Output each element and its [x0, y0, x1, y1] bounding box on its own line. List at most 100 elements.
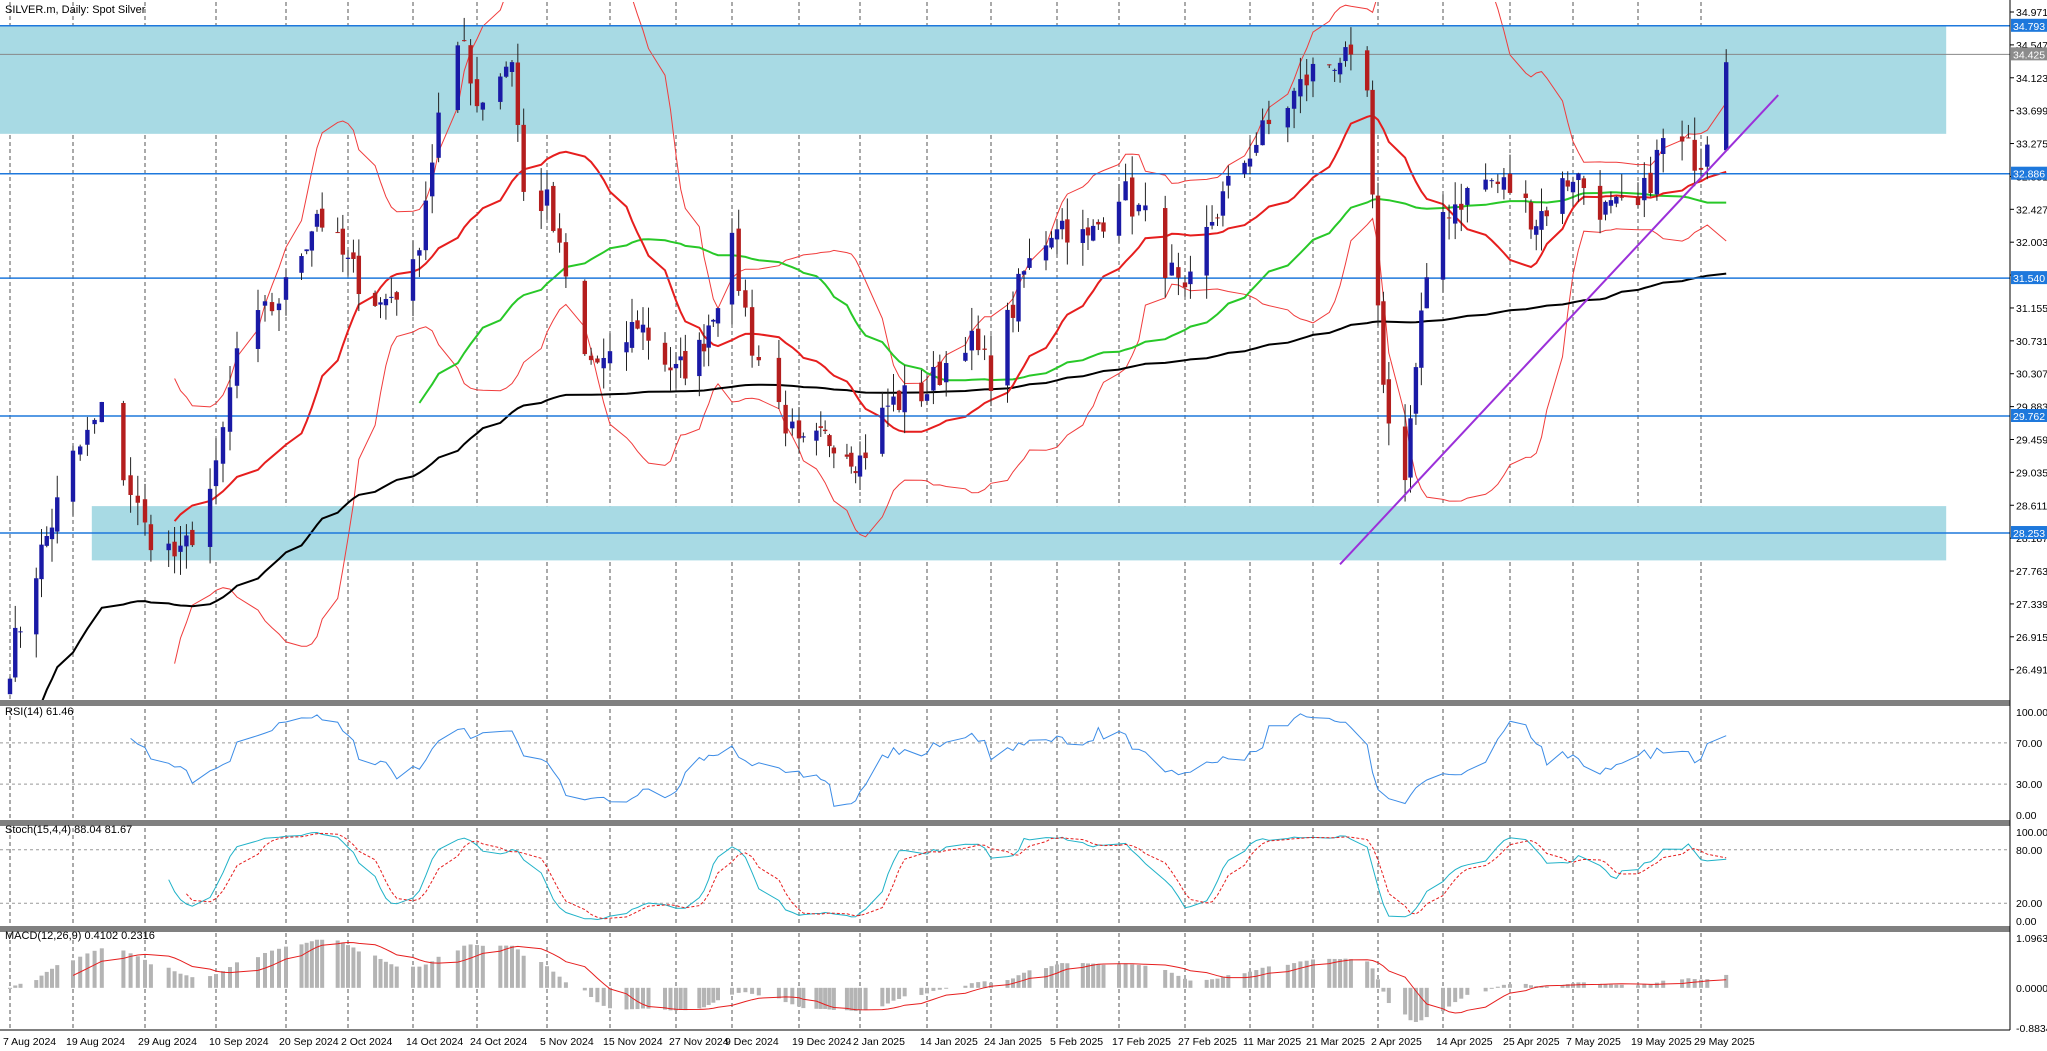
- price-tick-label: 31.155: [2016, 303, 2047, 315]
- candle-body: [715, 308, 721, 324]
- macd-bar: [608, 987, 612, 1009]
- stoch-panel[interactable]: 100.00 80.00 20.00 0.00: [0, 827, 2047, 928]
- macd-bar: [663, 987, 667, 1010]
- price-panel[interactable]: [0, 0, 2010, 771]
- macd-bar: [50, 968, 54, 988]
- candle: [1260, 108, 1265, 146]
- candle: [335, 217, 340, 234]
- candle: [1608, 191, 1614, 214]
- candle: [790, 408, 795, 436]
- candle-body: [1654, 149, 1660, 195]
- candle: [1337, 57, 1343, 83]
- date-label: 9 Dec 2024: [725, 1036, 779, 1048]
- price-tick-label: 28.611: [2016, 500, 2047, 512]
- candle-body: [468, 45, 473, 84]
- macd-bar: [166, 967, 171, 988]
- date-label: 24 Jan 2025: [984, 1036, 1042, 1048]
- trendline[interactable]: [1339, 94, 1779, 565]
- candle: [880, 391, 885, 457]
- candle: [220, 421, 226, 483]
- level-label-box: [2011, 47, 2047, 61]
- macd-bar: [1343, 958, 1348, 988]
- candle-body: [314, 213, 320, 227]
- candle: [1603, 200, 1608, 221]
- candle-body: [190, 529, 195, 546]
- horizontal-levels[interactable]: [0, 25, 2010, 534]
- date-label: 5 Feb 2025: [1050, 1036, 1103, 1048]
- candle: [142, 483, 148, 536]
- panel-separator: [0, 820, 2010, 826]
- candle-body: [629, 322, 635, 348]
- level-label: 31.540: [2011, 271, 2047, 285]
- candle: [1343, 41, 1348, 67]
- date-label: 20 Sep 2024: [279, 1036, 339, 1048]
- macd-bar: [563, 982, 568, 988]
- candle-body: [1459, 203, 1464, 210]
- candle-body: [1266, 119, 1272, 125]
- candle: [902, 365, 907, 434]
- candle-body: [234, 348, 240, 386]
- macd-bar: [1413, 987, 1418, 1022]
- macd-bar: [1619, 984, 1624, 988]
- candle: [822, 420, 828, 434]
- macd-bar: [1523, 983, 1528, 988]
- rsi-panel[interactable]: 100.00 70.00 30.00 0.00: [0, 707, 2047, 822]
- candle-body: [551, 185, 556, 231]
- candle-body: [345, 257, 351, 259]
- ma-slow-line: [41, 272, 1727, 700]
- macd-bar: [674, 987, 678, 1011]
- macd-bar: [1086, 963, 1090, 988]
- macd-bar: [1220, 977, 1225, 988]
- candle-body: [1010, 304, 1016, 318]
- candle-body: [880, 407, 885, 454]
- macd-bar: [801, 987, 806, 1009]
- candle-body: [814, 430, 819, 441]
- macd-bar: [468, 944, 473, 988]
- price-tick-label: 33.699: [2016, 106, 2047, 118]
- macd-bar: [1183, 978, 1187, 988]
- candle: [503, 61, 509, 79]
- candle-body: [142, 499, 148, 523]
- candle: [1332, 68, 1337, 82]
- stoch-tick-label: 80.00: [2016, 845, 2042, 857]
- candle: [85, 416, 90, 456]
- macd-bar: [85, 953, 90, 988]
- macd-bar: [1055, 964, 1059, 988]
- macd-bar: [863, 987, 868, 1010]
- macd-bar: [1260, 967, 1265, 988]
- candle-body: [822, 429, 828, 432]
- macd-panel[interactable]: 1.0963 0.0000 -0.8834: [8, 933, 2047, 1035]
- macd-bar: [417, 966, 422, 988]
- candle-body: [1413, 367, 1419, 414]
- candle-body: [1163, 208, 1168, 278]
- candle-body: [790, 421, 795, 429]
- macd-bar: [320, 939, 325, 988]
- macd-bar: [1386, 987, 1391, 1004]
- candle: [1692, 117, 1697, 187]
- date-label: 19 Aug 2024: [66, 1036, 125, 1048]
- candle: [121, 400, 126, 486]
- macd-bar: [595, 987, 600, 1003]
- macd-bar: [1117, 964, 1121, 988]
- macd-bar: [630, 987, 634, 1010]
- candle-body: [1049, 237, 1054, 248]
- macd-bar: [1692, 979, 1697, 988]
- macd-bar: [931, 987, 936, 991]
- candle: [269, 292, 275, 316]
- candle: [18, 626, 23, 648]
- candle: [1327, 64, 1332, 69]
- macd-bar: [34, 980, 39, 988]
- candle-body: [1016, 273, 1021, 322]
- candle: [1364, 46, 1370, 97]
- rsi-tick-label: 0.00: [2016, 810, 2037, 822]
- candle: [1247, 139, 1253, 175]
- candle: [1413, 362, 1419, 425]
- candle: [736, 209, 741, 296]
- candle-body: [544, 189, 550, 206]
- candle-body: [1304, 74, 1309, 86]
- stoch-signal-line: [186, 832, 1727, 920]
- date-label: 15 Nov 2024: [603, 1036, 663, 1048]
- candle: [436, 92, 441, 163]
- candle: [207, 468, 213, 564]
- macd-bar: [172, 971, 177, 988]
